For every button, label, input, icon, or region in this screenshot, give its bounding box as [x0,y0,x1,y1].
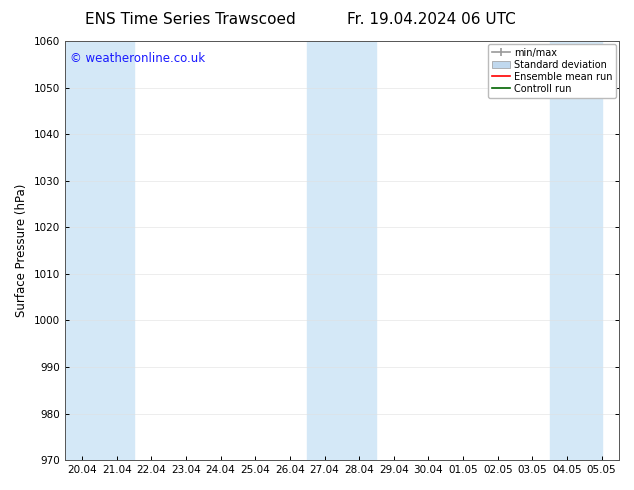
Legend: min/max, Standard deviation, Ensemble mean run, Controll run: min/max, Standard deviation, Ensemble me… [488,44,616,98]
Y-axis label: Surface Pressure (hPa): Surface Pressure (hPa) [15,184,28,318]
Bar [550,41,602,460]
Bar [65,41,134,460]
Bar [307,41,377,460]
Text: ENS Time Series Trawscoed: ENS Time Series Trawscoed [85,12,295,27]
Text: Fr. 19.04.2024 06 UTC: Fr. 19.04.2024 06 UTC [347,12,515,27]
Text: © weatheronline.co.uk: © weatheronline.co.uk [70,51,205,65]
